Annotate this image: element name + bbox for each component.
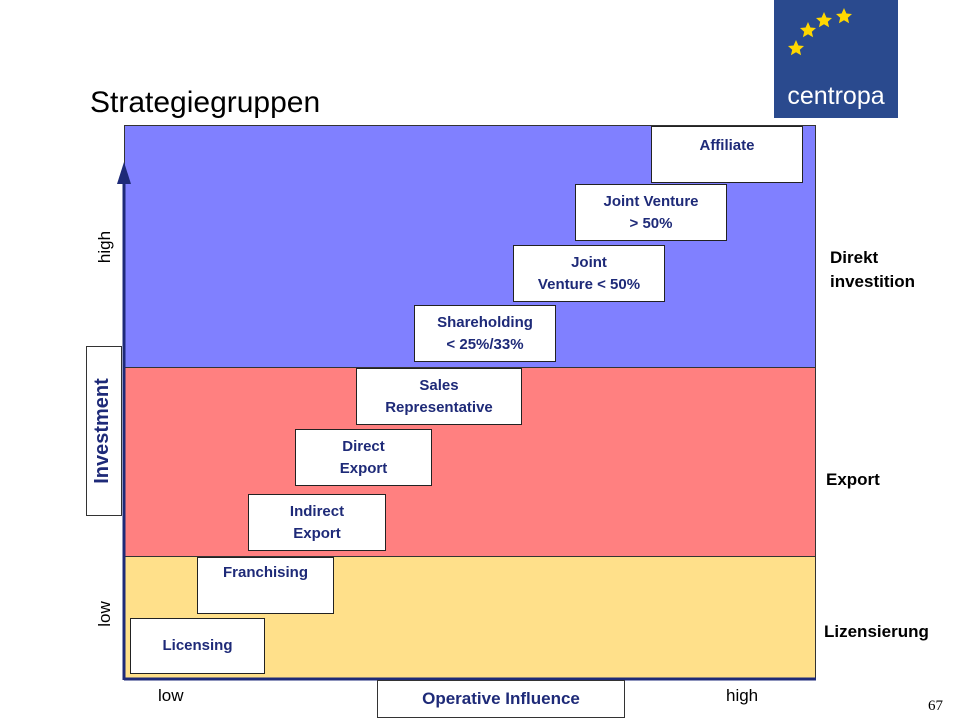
box-affiliate: Affiliate: [651, 126, 803, 183]
label-licensing: Lizensierung: [824, 622, 929, 641]
y-axis-high: high: [95, 230, 114, 264]
box-label-line: Indirect: [289, 502, 345, 520]
y-axis-arrowhead-icon: [117, 162, 131, 184]
box-franchising-label: Franchising: [222, 564, 308, 581]
box-direct-export: Direct Export: [295, 429, 432, 486]
box-licensing-label: Licensing: [162, 637, 233, 654]
box-joint-venture-under-50: Joint Venture < 50%: [513, 245, 665, 302]
x-axis-high: high: [726, 686, 759, 705]
y-axis-title-box: [86, 346, 122, 516]
box-label-line: Representative: [385, 398, 493, 416]
box-label-line: Joint Venture: [603, 192, 699, 210]
box-label-line: Shareholding: [437, 313, 533, 331]
box-label-line: < 25%/33%: [446, 335, 524, 353]
box-label-line: Joint: [571, 253, 607, 271]
label-direct-investment: Direkt investition: [830, 248, 916, 291]
box-licensing: Licensing: [130, 618, 265, 674]
x-axis-title-box: Operative Influence: [377, 680, 625, 718]
box-indirect-export: Indirect Export: [248, 494, 386, 551]
box-label-line: Export: [293, 524, 341, 542]
y-axis-title: Investment: [91, 378, 113, 484]
box-sales-representative: Sales Representative: [356, 368, 522, 425]
box-label-line: Direct: [342, 437, 385, 455]
box-label-line: Sales: [419, 376, 459, 394]
x-axis-low: low: [158, 686, 184, 705]
box-label-line: Export: [339, 459, 388, 477]
box-shareholding: Shareholding < 25%/33%: [414, 305, 556, 362]
box-franchising: Franchising: [197, 557, 334, 614]
box-label-line: Venture < 50%: [537, 275, 641, 293]
label-export: Export: [826, 470, 880, 489]
eu-stars-icon: [788, 8, 852, 56]
logo-wordmark: centropa: [787, 82, 885, 110]
box-label-line: > 50%: [629, 214, 673, 232]
x-axis-title: Operative Influence: [422, 689, 580, 708]
box-affiliate-label: Affiliate: [699, 137, 755, 154]
box-joint-venture-over-50: Joint Venture > 50%: [575, 184, 727, 241]
centropa-logo: centropa: [774, 0, 898, 118]
page-title: Strategiegruppen: [90, 86, 321, 119]
y-axis-low: low: [95, 601, 114, 627]
page-number: 67: [928, 698, 943, 714]
